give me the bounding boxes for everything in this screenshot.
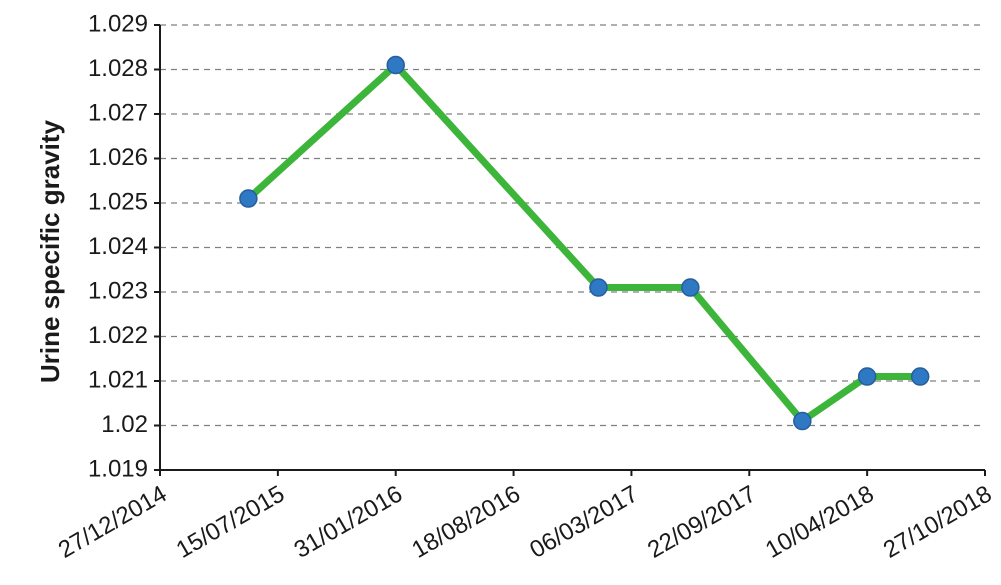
svg-text:1.019: 1.019 — [88, 455, 148, 482]
chart-container: 1.019 1.02 1.021 1.022 1.023 1.024 1.025 1.026 1… — [0, 0, 1001, 585]
svg-text:15/07/2015: 15/07/2015 — [172, 480, 290, 563]
svg-text:31/01/2016: 31/01/2016 — [290, 480, 408, 563]
svg-text:1.029: 1.029 — [88, 10, 148, 37]
svg-text:1.025: 1.025 — [88, 188, 148, 215]
svg-text:10/04/2018: 10/04/2018 — [761, 480, 879, 563]
svg-text:1.027: 1.027 — [88, 99, 148, 126]
svg-text:22/09/2017: 22/09/2017 — [643, 480, 761, 563]
svg-text:1.023: 1.023 — [88, 277, 148, 304]
svg-text:27/12/2014: 27/12/2014 — [54, 480, 172, 563]
line-chart: 1.019 1.02 1.021 1.022 1.023 1.024 1.025 1.026 1… — [0, 0, 1001, 585]
svg-text:1.024: 1.024 — [88, 233, 148, 260]
svg-text:1.02: 1.02 — [101, 411, 148, 438]
svg-text:1.026: 1.026 — [88, 144, 148, 171]
y-axis-title: Urine specific gravity — [35, 120, 66, 383]
svg-text:1.028: 1.028 — [88, 55, 148, 82]
svg-text:27/10/2018: 27/10/2018 — [879, 480, 997, 563]
svg-text:1.021: 1.021 — [88, 366, 148, 393]
svg-text:06/03/2017: 06/03/2017 — [525, 480, 643, 563]
svg-text:1.022: 1.022 — [88, 322, 148, 349]
svg-text:18/08/2016: 18/08/2016 — [407, 480, 525, 563]
